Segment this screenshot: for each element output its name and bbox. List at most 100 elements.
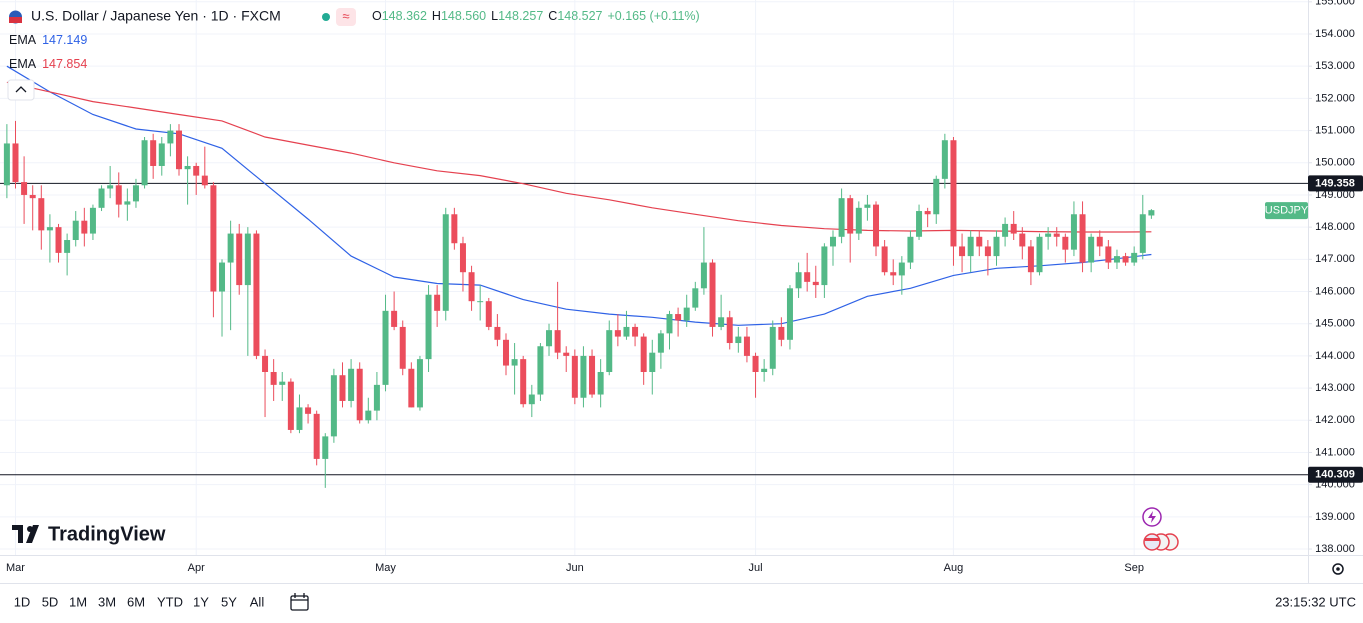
candle-body	[287, 381, 294, 430]
candle-body	[132, 185, 139, 202]
candle-body	[743, 336, 750, 356]
candle-body	[236, 233, 243, 286]
candle-body	[193, 165, 200, 176]
ohlc-values: O148.362 H148.560 L148.257 C148.527 +0.165 (…	[372, 9, 700, 23]
status-dot	[322, 13, 330, 21]
candle-body	[761, 368, 768, 372]
event-icon-glyph	[1148, 511, 1156, 523]
y-tick-label: 146.000	[1315, 285, 1355, 297]
toolbar: 1D 5D 1M 3M 6M YTD 1Y 5Y All	[14, 594, 265, 609]
candle-body	[279, 381, 286, 385]
range-button[interactable]: 1M	[69, 594, 87, 609]
settings-icon[interactable]	[1332, 563, 1344, 575]
clock: 23:15:32 UTC	[1275, 594, 1356, 609]
calendar-icon[interactable]	[290, 595, 309, 611]
candle-body	[89, 207, 96, 234]
candle-body	[175, 130, 182, 170]
range-button[interactable]: 3M	[98, 594, 116, 609]
candle-body	[270, 371, 277, 385]
candle-body	[984, 246, 991, 257]
candle-body	[459, 243, 466, 273]
y-tick-label: 149.000	[1315, 189, 1355, 201]
y-tick-label: 148.000	[1315, 221, 1355, 233]
y-tick-label: 143.000	[1315, 382, 1355, 394]
candle-body	[873, 204, 880, 247]
ema-legend: EMA 147.854	[9, 57, 87, 71]
candle-body	[442, 214, 449, 311]
candle-body	[373, 384, 380, 411]
ema-name: EMA	[9, 57, 37, 71]
candle-body	[520, 359, 527, 405]
candle-body	[959, 246, 966, 257]
candle-body	[98, 188, 105, 208]
candle-body	[46, 227, 53, 231]
logo-text: TradingView	[48, 523, 166, 545]
candle-body	[339, 375, 346, 401]
candle-body	[365, 410, 372, 421]
y-tick-label: 145.000	[1315, 318, 1355, 330]
x-tick-label: Aug	[944, 562, 964, 574]
ohlc-label: L	[491, 9, 498, 23]
range-button[interactable]: 5D	[42, 594, 59, 609]
candle-body	[778, 326, 785, 340]
candle-body	[305, 407, 312, 414]
plot-area: USDJPY	[0, 0, 1309, 555]
collapse-button[interactable]	[7, 79, 35, 101]
settings-icon	[1336, 567, 1340, 571]
candle-body	[210, 185, 217, 292]
range-button[interactable]: 6M	[127, 594, 145, 609]
range-button[interactable]: YTD	[157, 594, 183, 609]
candle-body	[580, 355, 587, 398]
candle-body	[967, 236, 974, 257]
candle-body	[330, 375, 337, 437]
y-tick-label: 147.000	[1315, 253, 1355, 265]
candle-body	[511, 359, 518, 366]
date-range-icon[interactable]	[290, 593, 309, 611]
event-flag[interactable]	[1143, 533, 1161, 551]
candle-body	[606, 330, 613, 372]
candle-body	[537, 346, 544, 395]
candle-body	[735, 336, 742, 344]
ohlc-value: 148.560	[441, 9, 486, 23]
candle-body	[812, 281, 819, 286]
candle-body	[451, 214, 458, 244]
candle-body	[907, 236, 914, 263]
y-tick-label: 142.000	[1315, 414, 1355, 426]
x-tick-label: Apr	[188, 562, 205, 574]
candle-body	[184, 165, 191, 170]
y-tick-label: 152.000	[1315, 92, 1355, 104]
y-tick-label: 151.000	[1315, 124, 1355, 136]
candle-body	[1131, 252, 1138, 263]
ema-line	[6, 65, 1152, 326]
range-button[interactable]: 5Y	[221, 594, 237, 609]
y-tick-label: 141.000	[1315, 446, 1355, 458]
y-tick-label: 138.000	[1315, 543, 1355, 555]
candle-body	[219, 262, 226, 292]
ema-value: 147.854	[42, 57, 87, 71]
candle-body	[1070, 214, 1077, 250]
ohlc-label: O	[372, 9, 382, 23]
candle-body	[683, 307, 690, 321]
candle-body	[976, 236, 983, 247]
candle-body	[64, 240, 71, 253]
candle-body	[632, 326, 639, 337]
candle-body	[769, 326, 776, 369]
candle-body	[494, 326, 501, 340]
status-badge	[336, 8, 356, 26]
range-button[interactable]: All	[250, 594, 265, 609]
ema-name: EMA	[9, 33, 37, 47]
candle-body	[640, 336, 647, 372]
legend-header: U.S. Dollar / Japanese Yen · 1D · FXCM ≈…	[7, 8, 700, 101]
range-button[interactable]: 1Y	[193, 594, 209, 609]
candle-body	[382, 310, 389, 385]
price-label-box	[1308, 175, 1363, 192]
candle-body	[356, 368, 363, 421]
candle-body	[898, 262, 905, 276]
candle-body	[1019, 233, 1026, 247]
candle-body	[1105, 246, 1112, 263]
candle-body	[546, 330, 553, 347]
range-button[interactable]: 1D	[14, 594, 31, 609]
candle-body	[1079, 214, 1086, 263]
ohlc-value: 148.257	[498, 9, 543, 23]
